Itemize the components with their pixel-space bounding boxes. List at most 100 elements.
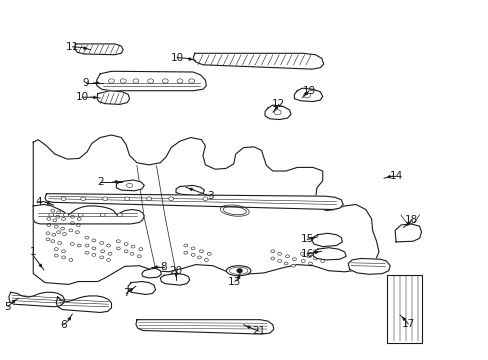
Circle shape bbox=[70, 243, 74, 246]
Polygon shape bbox=[394, 224, 421, 242]
Circle shape bbox=[46, 232, 50, 235]
Circle shape bbox=[126, 183, 132, 188]
Circle shape bbox=[106, 258, 110, 261]
Text: 16: 16 bbox=[300, 249, 313, 259]
Circle shape bbox=[57, 231, 61, 234]
Circle shape bbox=[291, 264, 295, 267]
Circle shape bbox=[285, 255, 289, 258]
Circle shape bbox=[117, 213, 122, 217]
Circle shape bbox=[188, 79, 194, 83]
Circle shape bbox=[69, 229, 73, 232]
Circle shape bbox=[57, 211, 61, 214]
Circle shape bbox=[139, 248, 142, 251]
Circle shape bbox=[78, 213, 83, 217]
Circle shape bbox=[168, 197, 173, 201]
Circle shape bbox=[47, 224, 51, 226]
Circle shape bbox=[320, 252, 324, 255]
Polygon shape bbox=[9, 292, 64, 307]
Circle shape bbox=[54, 254, 58, 257]
Polygon shape bbox=[193, 53, 323, 69]
Text: 13: 13 bbox=[227, 276, 241, 287]
Polygon shape bbox=[312, 248, 346, 260]
Circle shape bbox=[52, 233, 56, 236]
Circle shape bbox=[49, 213, 54, 217]
Circle shape bbox=[70, 222, 74, 225]
Circle shape bbox=[131, 245, 135, 248]
Circle shape bbox=[124, 197, 129, 201]
Circle shape bbox=[100, 242, 103, 244]
Circle shape bbox=[69, 258, 73, 261]
Text: 15: 15 bbox=[300, 234, 313, 244]
Circle shape bbox=[270, 257, 274, 260]
Circle shape bbox=[120, 79, 126, 83]
Text: 8: 8 bbox=[160, 262, 167, 272]
Circle shape bbox=[47, 217, 51, 220]
Circle shape bbox=[77, 244, 81, 247]
Text: 1: 1 bbox=[30, 247, 37, 257]
Circle shape bbox=[146, 197, 151, 201]
Circle shape bbox=[147, 79, 153, 83]
Text: 21: 21 bbox=[252, 326, 265, 336]
Text: 6: 6 bbox=[60, 320, 67, 330]
Polygon shape bbox=[116, 180, 144, 191]
Circle shape bbox=[81, 197, 85, 201]
Circle shape bbox=[197, 256, 201, 259]
Text: 3: 3 bbox=[206, 191, 213, 201]
Circle shape bbox=[108, 79, 114, 83]
Polygon shape bbox=[160, 274, 189, 285]
Circle shape bbox=[277, 252, 281, 255]
Circle shape bbox=[85, 251, 89, 254]
Polygon shape bbox=[33, 204, 144, 224]
Circle shape bbox=[191, 247, 195, 250]
Text: 5: 5 bbox=[4, 302, 11, 312]
Circle shape bbox=[54, 225, 58, 228]
Circle shape bbox=[76, 224, 80, 226]
Text: 10: 10 bbox=[170, 53, 183, 63]
Circle shape bbox=[61, 250, 65, 253]
Polygon shape bbox=[294, 88, 322, 102]
Text: 19: 19 bbox=[302, 86, 315, 96]
Text: 18: 18 bbox=[404, 215, 418, 225]
Circle shape bbox=[124, 243, 128, 246]
Text: 14: 14 bbox=[388, 171, 402, 181]
Circle shape bbox=[124, 250, 128, 253]
Circle shape bbox=[58, 242, 61, 244]
Circle shape bbox=[270, 250, 274, 253]
Polygon shape bbox=[136, 320, 273, 334]
Circle shape bbox=[61, 256, 65, 259]
Circle shape bbox=[101, 250, 104, 253]
Ellipse shape bbox=[229, 267, 247, 274]
Polygon shape bbox=[74, 44, 123, 55]
Circle shape bbox=[308, 262, 312, 265]
Circle shape bbox=[85, 236, 89, 239]
Circle shape bbox=[133, 79, 139, 83]
Circle shape bbox=[292, 258, 296, 261]
Circle shape bbox=[61, 217, 65, 220]
Circle shape bbox=[102, 197, 107, 201]
Polygon shape bbox=[264, 105, 290, 120]
Circle shape bbox=[191, 253, 195, 256]
Polygon shape bbox=[33, 135, 378, 284]
Text: 17: 17 bbox=[401, 319, 414, 329]
Circle shape bbox=[54, 248, 58, 251]
Polygon shape bbox=[56, 296, 111, 312]
Circle shape bbox=[56, 215, 60, 218]
Text: 9: 9 bbox=[82, 78, 89, 88]
Circle shape bbox=[301, 260, 305, 262]
Circle shape bbox=[100, 213, 105, 217]
Circle shape bbox=[51, 209, 55, 212]
Ellipse shape bbox=[226, 266, 250, 276]
Polygon shape bbox=[97, 71, 206, 91]
Polygon shape bbox=[386, 275, 421, 343]
Circle shape bbox=[100, 256, 103, 259]
Circle shape bbox=[237, 269, 242, 273]
Circle shape bbox=[303, 93, 310, 98]
Circle shape bbox=[53, 219, 57, 222]
Circle shape bbox=[63, 213, 68, 217]
Circle shape bbox=[92, 247, 96, 250]
Text: 10: 10 bbox=[76, 92, 88, 102]
Circle shape bbox=[85, 244, 89, 247]
Circle shape bbox=[116, 240, 120, 243]
Circle shape bbox=[92, 253, 96, 256]
Text: 11: 11 bbox=[65, 42, 79, 52]
